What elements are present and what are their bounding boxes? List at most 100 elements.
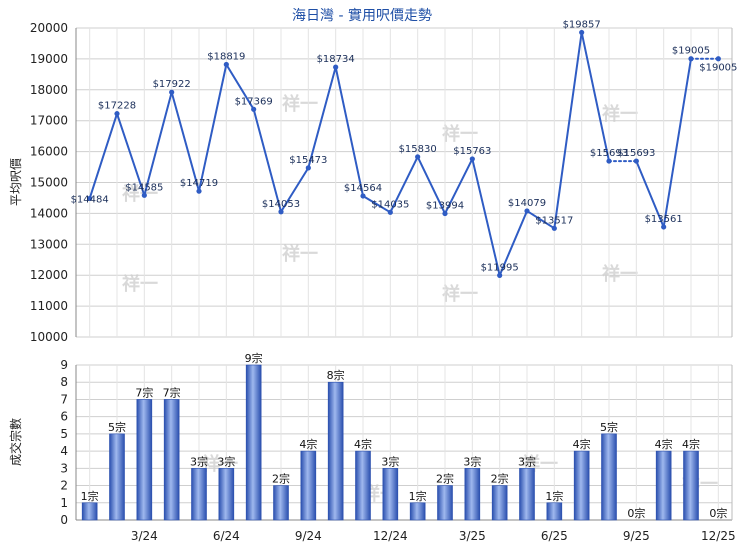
price-point <box>442 210 448 217</box>
volume-bar-label: 1宗 <box>81 489 99 503</box>
price-point-label: $11995 <box>481 262 519 273</box>
price-line-segment <box>662 57 692 228</box>
price-line-segment <box>580 31 610 163</box>
volume-bar <box>546 502 563 521</box>
price-line-segment <box>635 160 665 228</box>
price-line-segment <box>225 63 255 111</box>
volume-bar <box>409 502 426 521</box>
volume-bar-label: 4宗 <box>354 437 372 451</box>
price-y-tick-label: 16000 <box>30 145 68 159</box>
volume-bar-label: 4宗 <box>299 437 317 451</box>
volume-y-ticks: 0 1 2 3 4 5 6 7 8 9 <box>60 358 68 527</box>
volume-bar-label: 5宗 <box>600 420 618 434</box>
x-tick-label: 3/24 <box>131 529 158 543</box>
price-y-tick-label: 13000 <box>30 237 68 251</box>
volume-axis-label: 成交宗數 <box>8 418 23 466</box>
volume-bar <box>519 468 535 521</box>
volume-y-tick-label: 9 <box>60 358 68 372</box>
price-points <box>87 29 721 278</box>
price-y-tick-label: 17000 <box>30 114 68 128</box>
volume-bar-label: 4宗 <box>682 437 700 451</box>
price-point-labels: $14484 $17228 $14585 $17922 $14719 $18819 $173… <box>71 19 738 273</box>
price-line-segment <box>334 66 364 197</box>
x-tick-label: 9/25 <box>623 529 650 543</box>
price-point <box>305 165 311 171</box>
price-grid <box>75 27 733 338</box>
chart-title: 海日灣 - 實用呎價走勢 <box>292 7 432 24</box>
price-point-label: $13561 <box>645 214 683 225</box>
price-line-segment <box>553 31 583 230</box>
price-point <box>497 272 503 278</box>
volume-bar <box>109 433 125 521</box>
price-line-segment <box>526 209 556 230</box>
volume-y-tick-label: 7 <box>60 392 68 406</box>
watermark-text: 祥一 <box>282 93 318 115</box>
price-point-label: $14035 <box>371 199 409 210</box>
price-line-segment <box>444 157 474 215</box>
x-axis-ticks: 3/24 6/24 9/24 12/24 3/25 6/25 9/25 12/25 <box>131 529 736 543</box>
price-point-label: $13517 <box>535 215 573 226</box>
volume-bar-label: 3宗 <box>190 454 208 468</box>
price-y-tick-label: 14000 <box>30 206 68 220</box>
volume-y-tick-label: 3 <box>60 461 68 475</box>
price-line-segment <box>416 155 446 215</box>
price-line-segment <box>389 155 419 214</box>
price-point-label: $15693 <box>617 148 655 159</box>
price-line-segment <box>252 108 282 213</box>
volume-bar-label: 4宗 <box>655 437 673 451</box>
price-point <box>196 188 202 194</box>
volume-bar <box>491 485 508 521</box>
watermark-text: 祥一 <box>122 273 158 295</box>
price-point-label: $14564 <box>344 183 382 194</box>
x-tick-label: 12/25 <box>701 529 736 543</box>
x-tick-label: 12/24 <box>373 529 408 543</box>
volume-bar-label: 8宗 <box>327 368 345 382</box>
price-point <box>141 192 147 198</box>
price-point-label: $18819 <box>207 51 245 62</box>
price-point-label: $18734 <box>317 54 355 65</box>
volume-y-tick-label: 2 <box>60 479 68 493</box>
price-point-label: $19857 <box>563 19 601 30</box>
volume-bar <box>327 381 344 521</box>
price-point <box>114 111 120 117</box>
volume-bar-label: 0宗 <box>709 506 727 520</box>
volume-bar <box>218 468 235 521</box>
x-tick-label: 9/24 <box>295 529 322 543</box>
price-point-label: $17369 <box>235 96 273 107</box>
price-point <box>688 56 694 62</box>
price-point-label: $15693 <box>590 148 628 159</box>
volume-bar <box>601 433 617 521</box>
volume-bar-label: 1宗 <box>409 489 427 503</box>
volume-bar-label: 3宗 <box>217 454 235 468</box>
volume-bar <box>437 485 453 521</box>
price-y-ticks: 10000 11000 12000 13000 14000 15000 16000 17000… <box>30 21 68 344</box>
price-line-segment <box>88 112 118 200</box>
price-point-label: $14053 <box>262 199 300 210</box>
watermark-text: 祥一 <box>282 243 318 265</box>
price-point <box>278 209 284 215</box>
price-point <box>715 56 721 62</box>
volume-y-tick-label: 8 <box>60 375 68 389</box>
price-y-tick-label: 15000 <box>30 176 68 190</box>
price-point <box>633 158 639 164</box>
price-point-label: $14719 <box>180 178 218 189</box>
volume-bar-label: 5宗 <box>108 420 126 434</box>
volume-bar <box>273 485 289 521</box>
price-point <box>169 89 175 95</box>
price-point <box>387 209 393 215</box>
volume-bar <box>355 450 371 521</box>
price-point <box>579 29 585 36</box>
price-point <box>333 64 339 70</box>
price-point-label: $15473 <box>289 155 327 166</box>
price-line-segment <box>116 112 146 197</box>
volume-bar-label: 3宗 <box>381 454 399 468</box>
price-point <box>551 225 557 231</box>
volume-bar <box>464 468 481 521</box>
price-y-tick-label: 12000 <box>30 268 68 282</box>
volume-bar-label: 3宗 <box>463 454 481 468</box>
price-y-tick-label: 11000 <box>30 299 68 313</box>
price-point-label: $15763 <box>453 146 491 157</box>
volume-y-tick-label: 4 <box>60 444 68 458</box>
price-point <box>87 195 93 202</box>
price-line-segment <box>143 91 173 197</box>
